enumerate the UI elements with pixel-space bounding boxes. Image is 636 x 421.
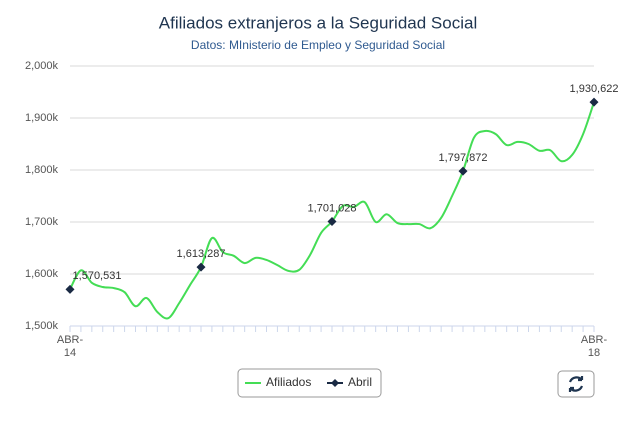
legend-marker: [331, 379, 339, 387]
y-tick-label: 1,800k: [25, 164, 59, 176]
legend-label: Afiliados: [266, 375, 311, 389]
marker: [327, 216, 337, 226]
y-tick-label: 1,700k: [25, 216, 59, 228]
refresh-button[interactable]: [557, 370, 595, 398]
y-tick-label: 2,000k: [25, 60, 59, 72]
chart-title: Afiliados extranjeros a la Seguridad Soc…: [159, 13, 477, 32]
x-tick-label: ABR-18: [580, 334, 608, 359]
marker: [65, 284, 75, 294]
marker: [196, 262, 206, 272]
chart-subtitle: Datos: MInisterio de Empleo y Seguridad …: [191, 38, 445, 52]
y-tick-label: 1,900k: [25, 112, 59, 124]
marker: [589, 97, 599, 107]
x-tick-label: ABR-14: [56, 334, 84, 359]
data-label: 1,701,028: [308, 202, 357, 214]
y-tick-label: 1,500k: [25, 320, 59, 332]
legend-label: Abril: [348, 375, 372, 389]
data-label: 1,930,622: [570, 83, 619, 95]
data-label: 1,797,872: [439, 152, 488, 164]
data-label: 1,570,531: [73, 270, 122, 282]
legend-box: [237, 368, 382, 398]
data-label: 1,613,287: [177, 248, 226, 260]
y-tick-label: 1,600k: [25, 268, 59, 280]
marker: [458, 166, 468, 176]
